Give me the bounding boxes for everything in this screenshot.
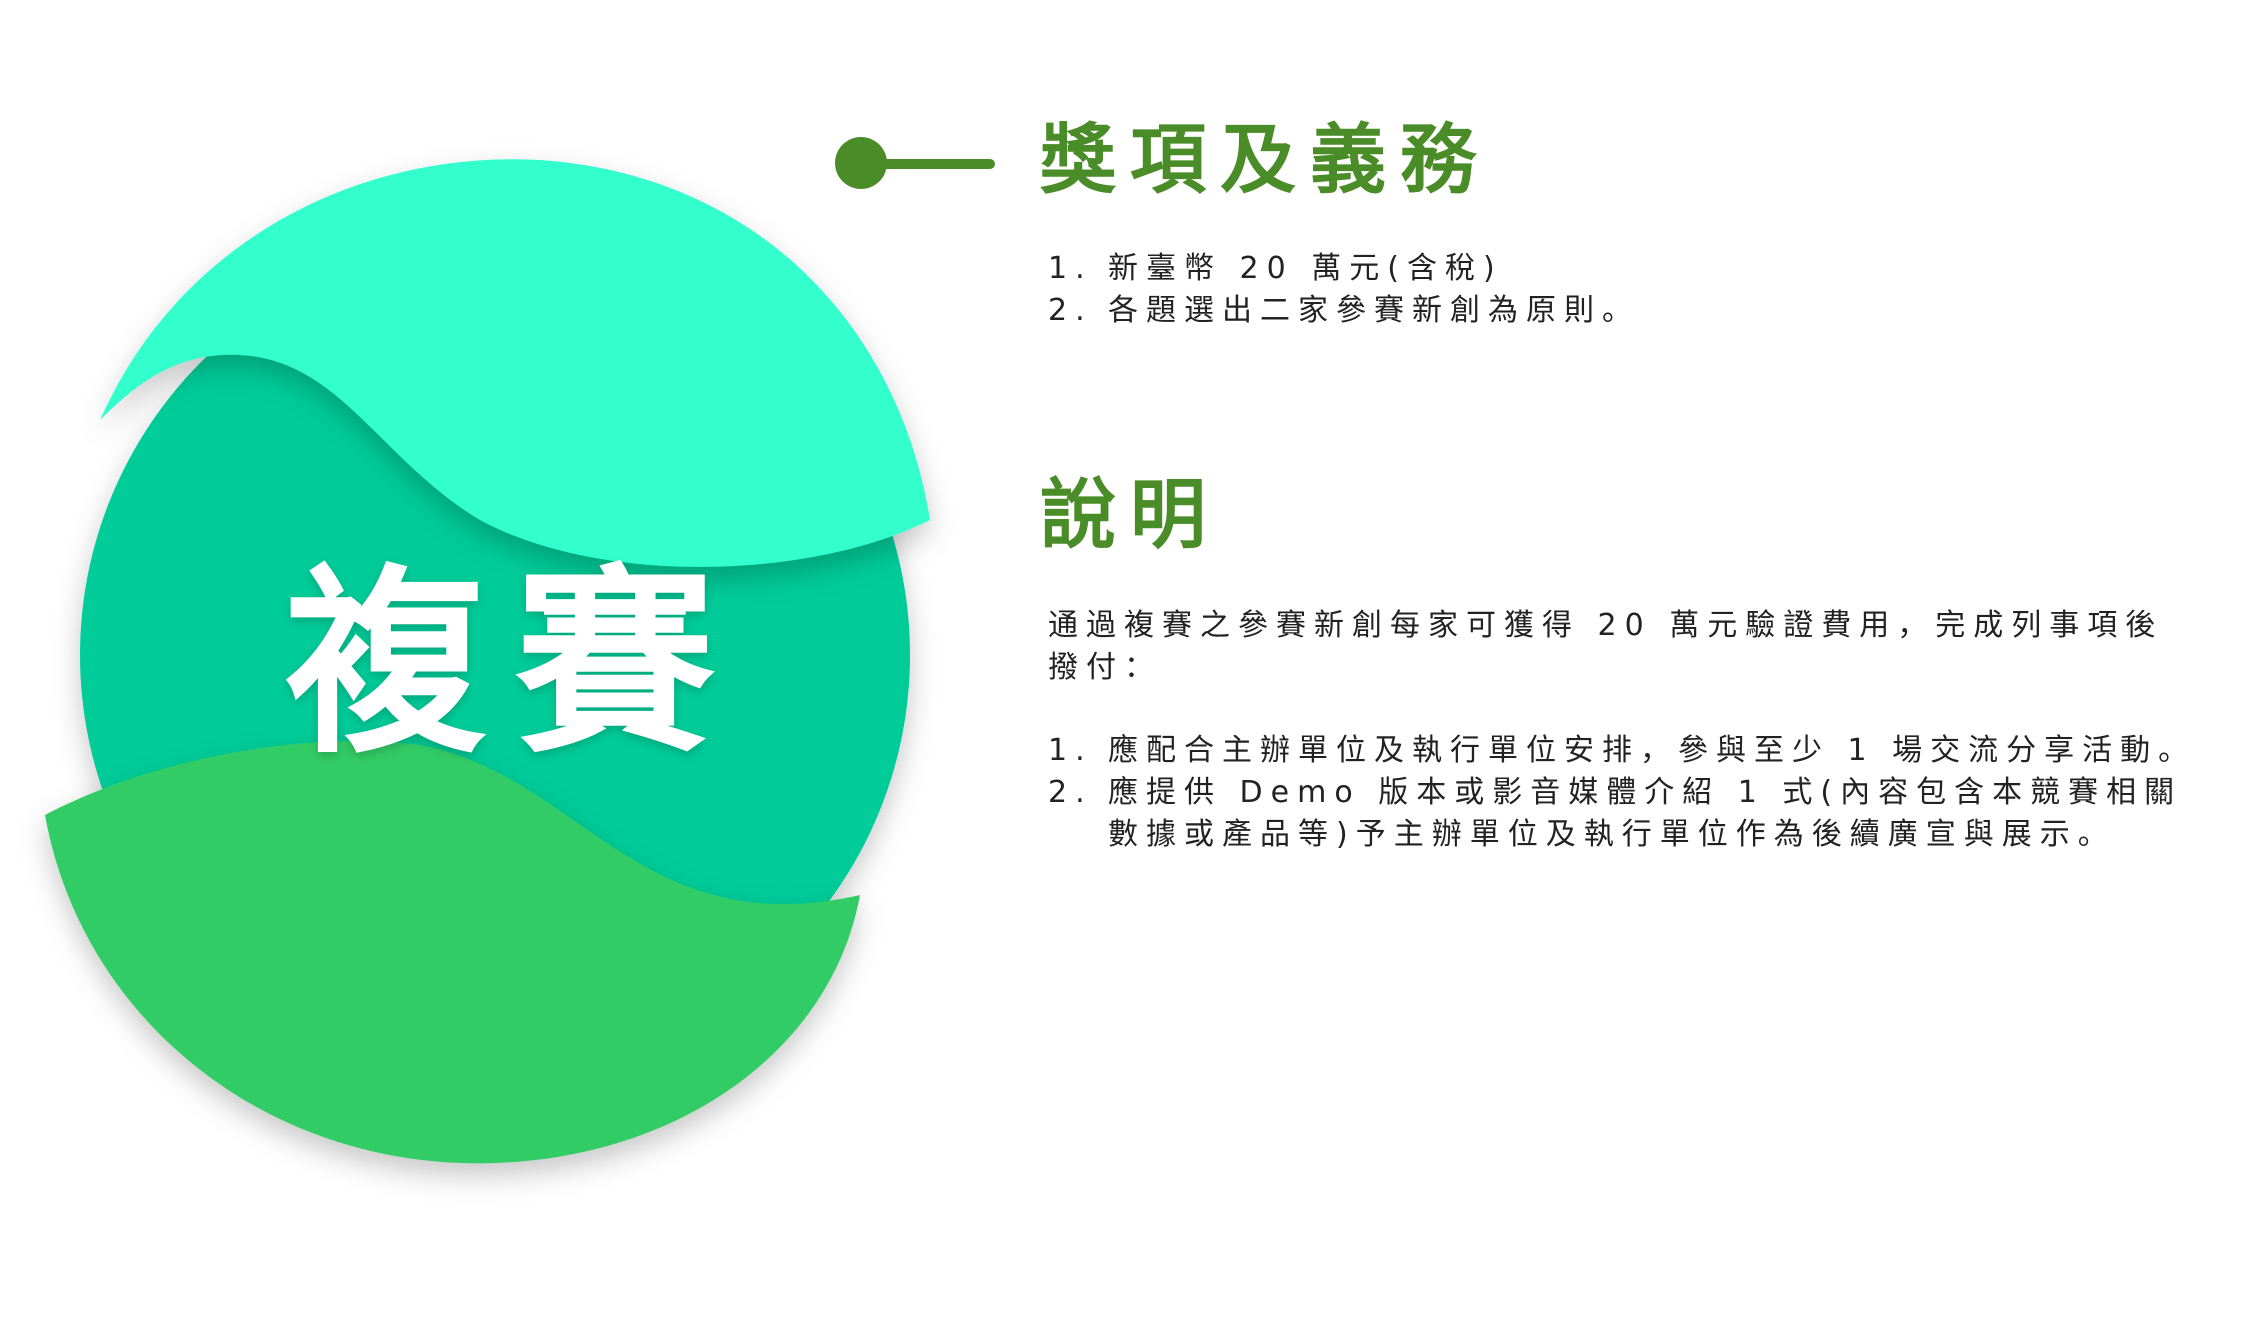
list-item-text: 各題選出二家參賽新創為原則。 [1108,293,1640,328]
list-item-text: 數據或產品等)予主辦單位及執行單位作為後續廣宣與展示。 [1108,817,2116,852]
awards-heading: 獎項及義務 [1040,115,1490,204]
notes-intro: 通過複賽之參賽新創每家可獲得 20 萬元驗證費用，完成列事項後 撥付： [1048,605,2248,689]
notes-list: 1. 應配合主辦單位及執行單位安排，參與至少 1 場交流分享活動。 2. 應提供… [1048,730,2196,856]
list-item-continuation: 數據或產品等)予主辦單位及執行單位作為後續廣宣與展示。 [1048,814,2196,856]
list-item: 1. 新臺幣 20 萬元(含稅) [1048,248,1640,290]
list-item-text: 新臺幣 20 萬元(含稅) [1108,251,1503,286]
badge-title: 複賽 [285,548,746,781]
list-item: 2. 各題選出二家參賽新創為原則。 [1048,290,1640,332]
list-item-text: 應配合主辦單位及執行單位安排，參與至少 1 場交流分享活動。 [1108,733,2197,768]
decorative-circle-graphic [45,159,930,1164]
section-connector [835,137,995,195]
notes-intro-line: 撥付： [1048,650,1162,685]
list-item-number: 1. [1048,733,1093,768]
list-item: 1. 應配合主辦單位及執行單位安排，參與至少 1 場交流分享活動。 [1048,730,2196,772]
notes-intro-line: 通過複賽之參賽新創每家可獲得 20 萬元驗證費用，完成列事項後 [1048,608,2164,643]
list-item: 2. 應提供 Demo 版本或影音媒體介紹 1 式(內容包含本競賽相關 [1048,772,2196,814]
list-item-number: 2. [1048,775,1093,810]
notes-heading: 說明 [1040,470,1220,559]
list-item-text: 應提供 Demo 版本或影音媒體介紹 1 式(內容包含本競賽相關 [1108,775,2183,810]
mint-wave-shape [100,159,930,567]
list-item-number: 2. [1048,293,1093,328]
connector-line [875,159,995,169]
green-wave-shape [45,741,860,1164]
awards-list: 1. 新臺幣 20 萬元(含稅) 2. 各題選出二家參賽新創為原則。 [1048,248,1640,332]
list-item-number: 1. [1048,251,1093,286]
